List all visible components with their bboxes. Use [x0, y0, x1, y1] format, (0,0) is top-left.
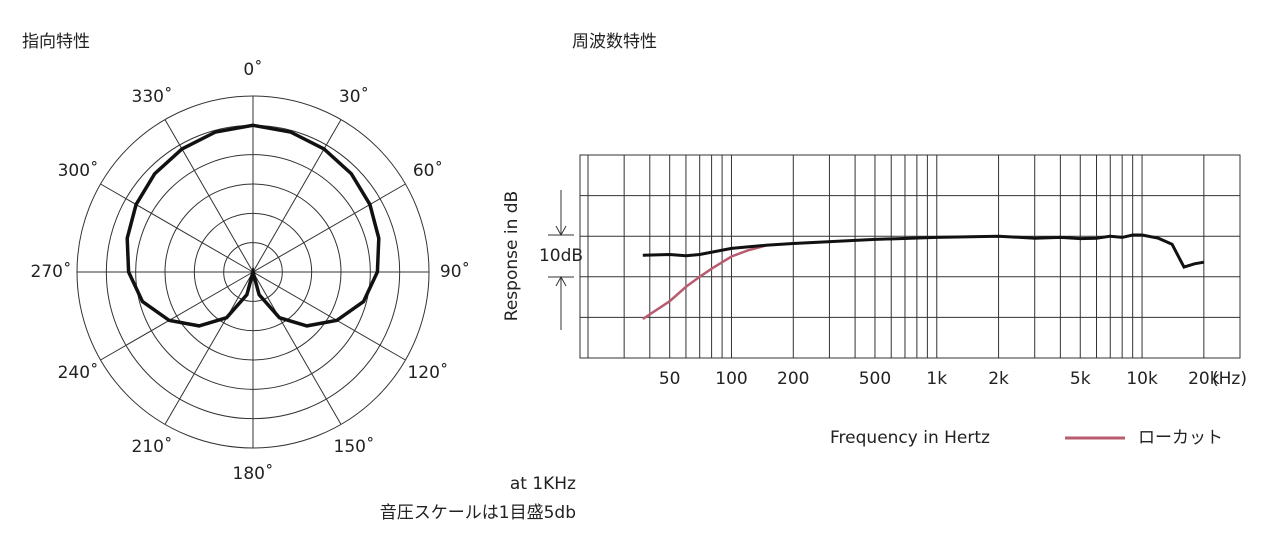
spoke	[252, 271, 406, 361]
response-line	[642, 233, 1205, 269]
x-tick-label: 200	[777, 369, 809, 389]
angle-label: 210˚	[132, 436, 173, 457]
polar-title: 指向特性	[22, 32, 90, 52]
angle-label: 150˚	[334, 436, 375, 457]
note: at 1KHz	[510, 474, 576, 494]
legend-label: ローカット	[1138, 428, 1223, 448]
angle-label: 330˚	[132, 86, 173, 107]
spoke	[252, 183, 406, 273]
x-tick-label: 50	[659, 369, 681, 389]
x-axis-label: Frequency in Hertz	[830, 428, 990, 448]
spoke	[100, 183, 254, 273]
spoke	[164, 271, 254, 425]
angle-label: 30˚	[339, 86, 369, 107]
angle-label: 90˚	[440, 261, 470, 282]
frequency-title: 周波数特性	[572, 32, 657, 52]
response-line	[642, 243, 768, 321]
spoke	[252, 119, 342, 273]
x-tick-label: 20k	[1188, 369, 1220, 389]
spoke	[100, 271, 254, 361]
scale-note: 10dB	[539, 246, 583, 266]
x-tick-label: 2k	[988, 369, 1009, 389]
angle-label: 270˚	[31, 261, 72, 282]
angle-label: 0˚	[243, 59, 262, 80]
note: 音圧スケールは1目盛5db	[380, 503, 576, 523]
scale-bracket	[548, 190, 574, 330]
x-tick-label: 1k	[926, 369, 947, 389]
x-tick-label: 10k	[1126, 369, 1158, 389]
angle-label: 300˚	[58, 160, 99, 181]
angle-label: 120˚	[407, 362, 448, 383]
spoke	[252, 271, 342, 425]
x-tick-label: 5k	[1070, 369, 1091, 389]
angle-label: 180˚	[233, 463, 274, 484]
angle-label: 240˚	[58, 362, 99, 383]
angle-label: 60˚	[413, 160, 443, 181]
y-axis-label: Response in dB	[502, 191, 522, 321]
x-tick-label: 100	[715, 369, 747, 389]
polar-pattern	[125, 123, 381, 328]
spoke	[164, 119, 254, 273]
x-unit: (Hz)	[1212, 369, 1247, 389]
x-tick-label: 500	[859, 369, 891, 389]
